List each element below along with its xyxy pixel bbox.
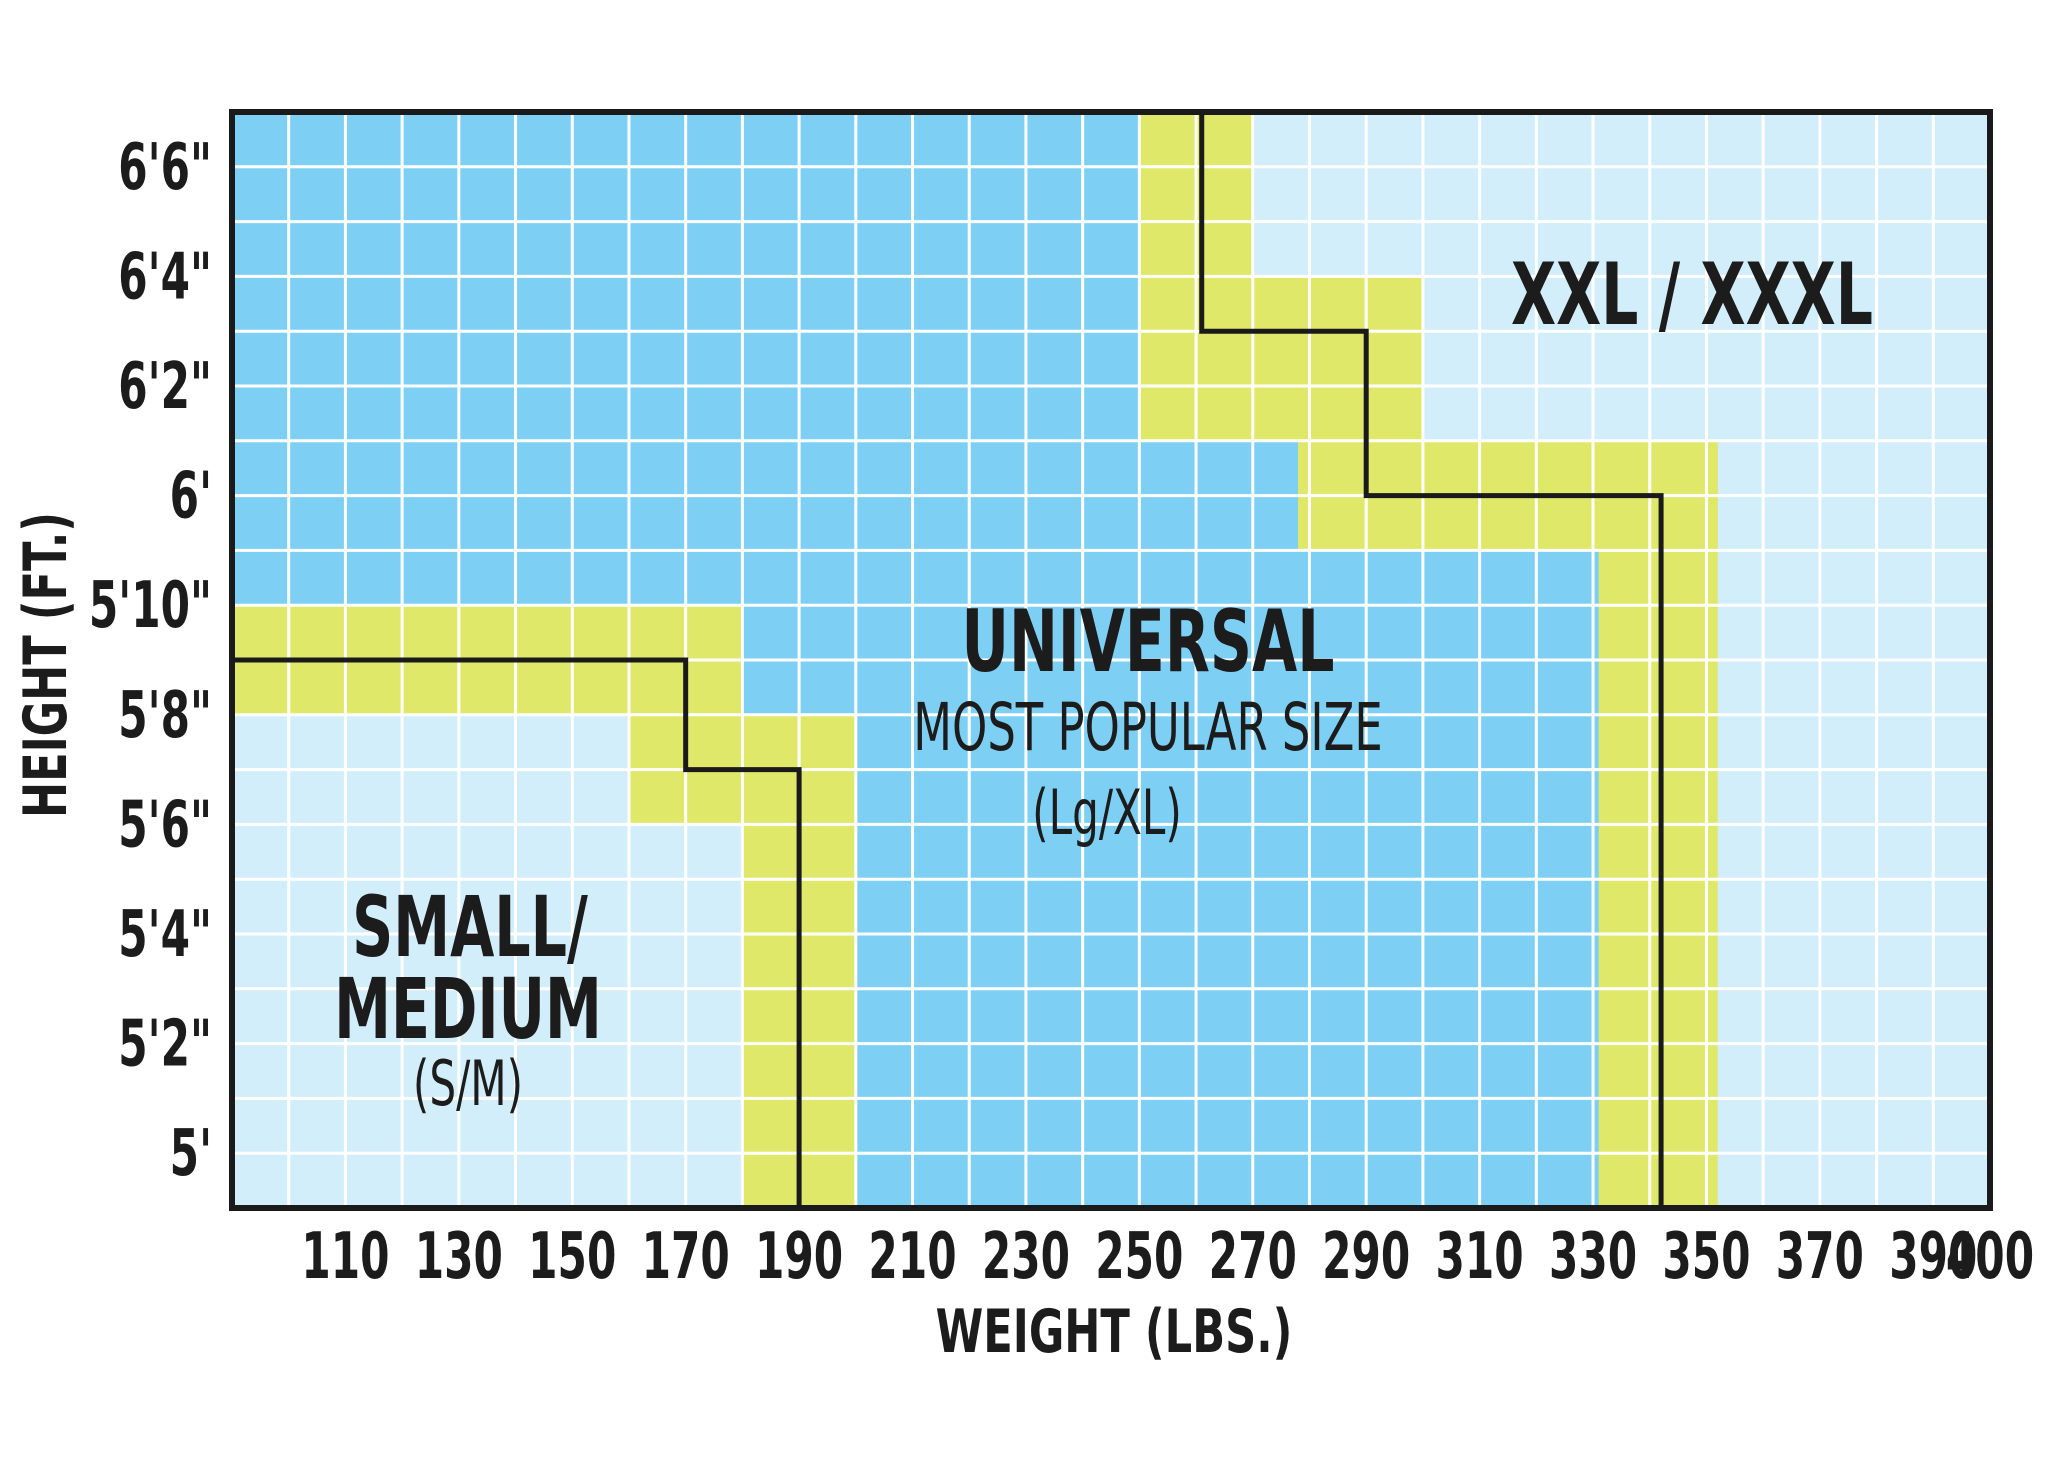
y-tick-label: 5'	[170, 1116, 212, 1190]
xxl-xxxl-title: XXL / XXXL	[1511, 246, 1873, 345]
x-tick-label: 370	[1776, 1219, 1864, 1293]
y-tick-label: 6'6"	[118, 130, 212, 204]
x-tick-label: 250	[1095, 1219, 1183, 1293]
y-axis-title: HEIGHT (FT.)	[11, 512, 81, 818]
small-medium-title-line2: MEDIUM	[334, 960, 602, 1058]
x-tick-label: 130	[415, 1219, 503, 1293]
y-tick-label: 6'4"	[118, 239, 212, 313]
x-tick-label: 230	[982, 1219, 1070, 1293]
x-tick-labels: 110 130 150 170 190 210 230 250 270 290 310 330 350 3…	[301, 1219, 2034, 1293]
x-axis-title: WEIGHT (LBS.)	[936, 1297, 1293, 1367]
y-tick-labels: 5' 5'2" 5'4" 5'6" 5'8" 5'10" 6' 6'2" 6'4" 6'6"	[89, 130, 212, 1191]
y-tick-label: 5'10"	[89, 568, 212, 642]
x-tick-label: 110	[301, 1219, 389, 1293]
universal-title: UNIVERSAL	[962, 593, 1335, 692]
x-tick-label: 190	[755, 1219, 843, 1293]
x-tick-label: 290	[1322, 1219, 1410, 1293]
x-tick-label: 150	[528, 1219, 616, 1293]
universal-subtitle: MOST POPULAR SIZE	[913, 690, 1382, 766]
small-medium-title-line1: SMALL/	[352, 878, 588, 976]
y-tick-label: 5'8"	[118, 678, 212, 752]
x-tick-label: 210	[868, 1219, 956, 1293]
boundary-line	[232, 657, 802, 1208]
overlap-band	[1139, 276, 1423, 441]
y-tick-label: 5'2"	[118, 1007, 212, 1081]
x-tick-label: 270	[1209, 1219, 1297, 1293]
boundary-line	[1199, 112, 1664, 1208]
x-tick-label: 330	[1549, 1219, 1637, 1293]
x-tick-label: 390	[1889, 1219, 1977, 1293]
x-tick-label: 350	[1662, 1219, 1750, 1293]
x-tick-label: 310	[1436, 1219, 1524, 1293]
size-boundaries	[232, 112, 1664, 1208]
x-tick-label: 400	[1946, 1219, 2034, 1293]
y-tick-label: 6'	[170, 459, 212, 533]
plot-frame	[229, 109, 1993, 1211]
universal-note: (Lg/XL)	[1032, 777, 1182, 850]
small-medium-subtitle: (S/M)	[413, 1048, 523, 1121]
x-tick-label: 170	[642, 1219, 730, 1293]
gridlines	[232, 112, 1990, 1208]
y-tick-label: 5'6"	[118, 787, 212, 861]
y-tick-label: 6'2"	[118, 349, 212, 423]
y-tick-label: 5'4"	[118, 897, 212, 971]
